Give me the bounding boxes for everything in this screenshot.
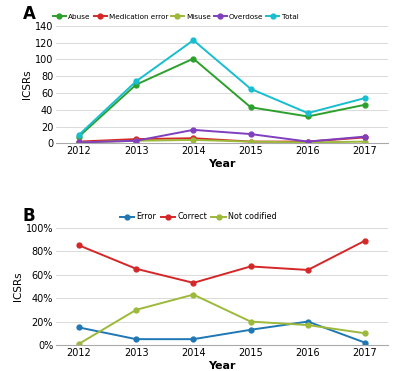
Correct	[306, 268, 310, 272]
Line: Abuse: Abuse	[76, 56, 368, 139]
Medication error	[363, 135, 368, 139]
Medication error	[191, 136, 196, 141]
Correct	[363, 239, 368, 243]
Medication error	[306, 139, 310, 144]
Line: Medication error: Medication error	[76, 135, 368, 144]
Error	[191, 337, 196, 341]
Misuse	[134, 138, 138, 143]
Correct	[191, 280, 196, 285]
Overdose	[306, 139, 310, 144]
Line: Misuse: Misuse	[76, 138, 368, 145]
Error	[76, 325, 81, 330]
Line: Not codified: Not codified	[76, 292, 368, 346]
Overdose	[134, 138, 138, 143]
Total	[363, 96, 368, 100]
Not codified	[191, 292, 196, 297]
Overdose	[363, 134, 368, 139]
Medication error	[248, 139, 253, 144]
Misuse	[191, 138, 196, 142]
Text: A: A	[23, 5, 36, 23]
Not codified	[306, 323, 310, 327]
Not codified	[248, 319, 253, 324]
Abuse	[363, 102, 368, 107]
Abuse	[306, 114, 310, 119]
Not codified	[76, 342, 81, 346]
Total	[76, 133, 81, 137]
Not codified	[363, 331, 368, 335]
X-axis label: Year: Year	[208, 159, 236, 169]
Misuse	[306, 140, 310, 145]
Overdose	[76, 140, 81, 145]
Error	[306, 319, 310, 324]
Line: Overdose: Overdose	[76, 127, 368, 145]
Not codified	[134, 308, 138, 312]
Y-axis label: ICSRs: ICSRs	[22, 70, 32, 99]
Medication error	[76, 139, 81, 144]
Abuse	[76, 134, 81, 139]
Overdose	[191, 128, 196, 132]
Text: B: B	[23, 207, 36, 224]
Line: Error: Error	[76, 319, 368, 345]
Misuse	[363, 139, 368, 144]
Error	[134, 337, 138, 341]
Y-axis label: ICSRs: ICSRs	[13, 272, 23, 301]
Total	[191, 38, 196, 42]
Error	[363, 341, 368, 345]
Error	[248, 328, 253, 332]
Misuse	[248, 139, 253, 144]
Abuse	[134, 82, 138, 87]
Line: Total: Total	[76, 38, 368, 137]
Total	[134, 79, 138, 83]
Correct	[248, 264, 253, 269]
Abuse	[248, 105, 253, 109]
Abuse	[191, 56, 196, 61]
Line: Correct: Correct	[76, 238, 368, 285]
Legend: Abuse, Medication error, Misuse, Overdose, Total: Abuse, Medication error, Misuse, Overdos…	[53, 14, 298, 20]
Overdose	[248, 132, 253, 136]
Total	[248, 86, 253, 91]
Medication error	[134, 137, 138, 141]
Correct	[134, 266, 138, 271]
X-axis label: Year: Year	[208, 361, 236, 371]
Total	[306, 111, 310, 115]
Misuse	[76, 140, 81, 145]
Legend: Error, Correct, Not codified: Error, Correct, Not codified	[120, 212, 277, 221]
Correct	[76, 243, 81, 247]
